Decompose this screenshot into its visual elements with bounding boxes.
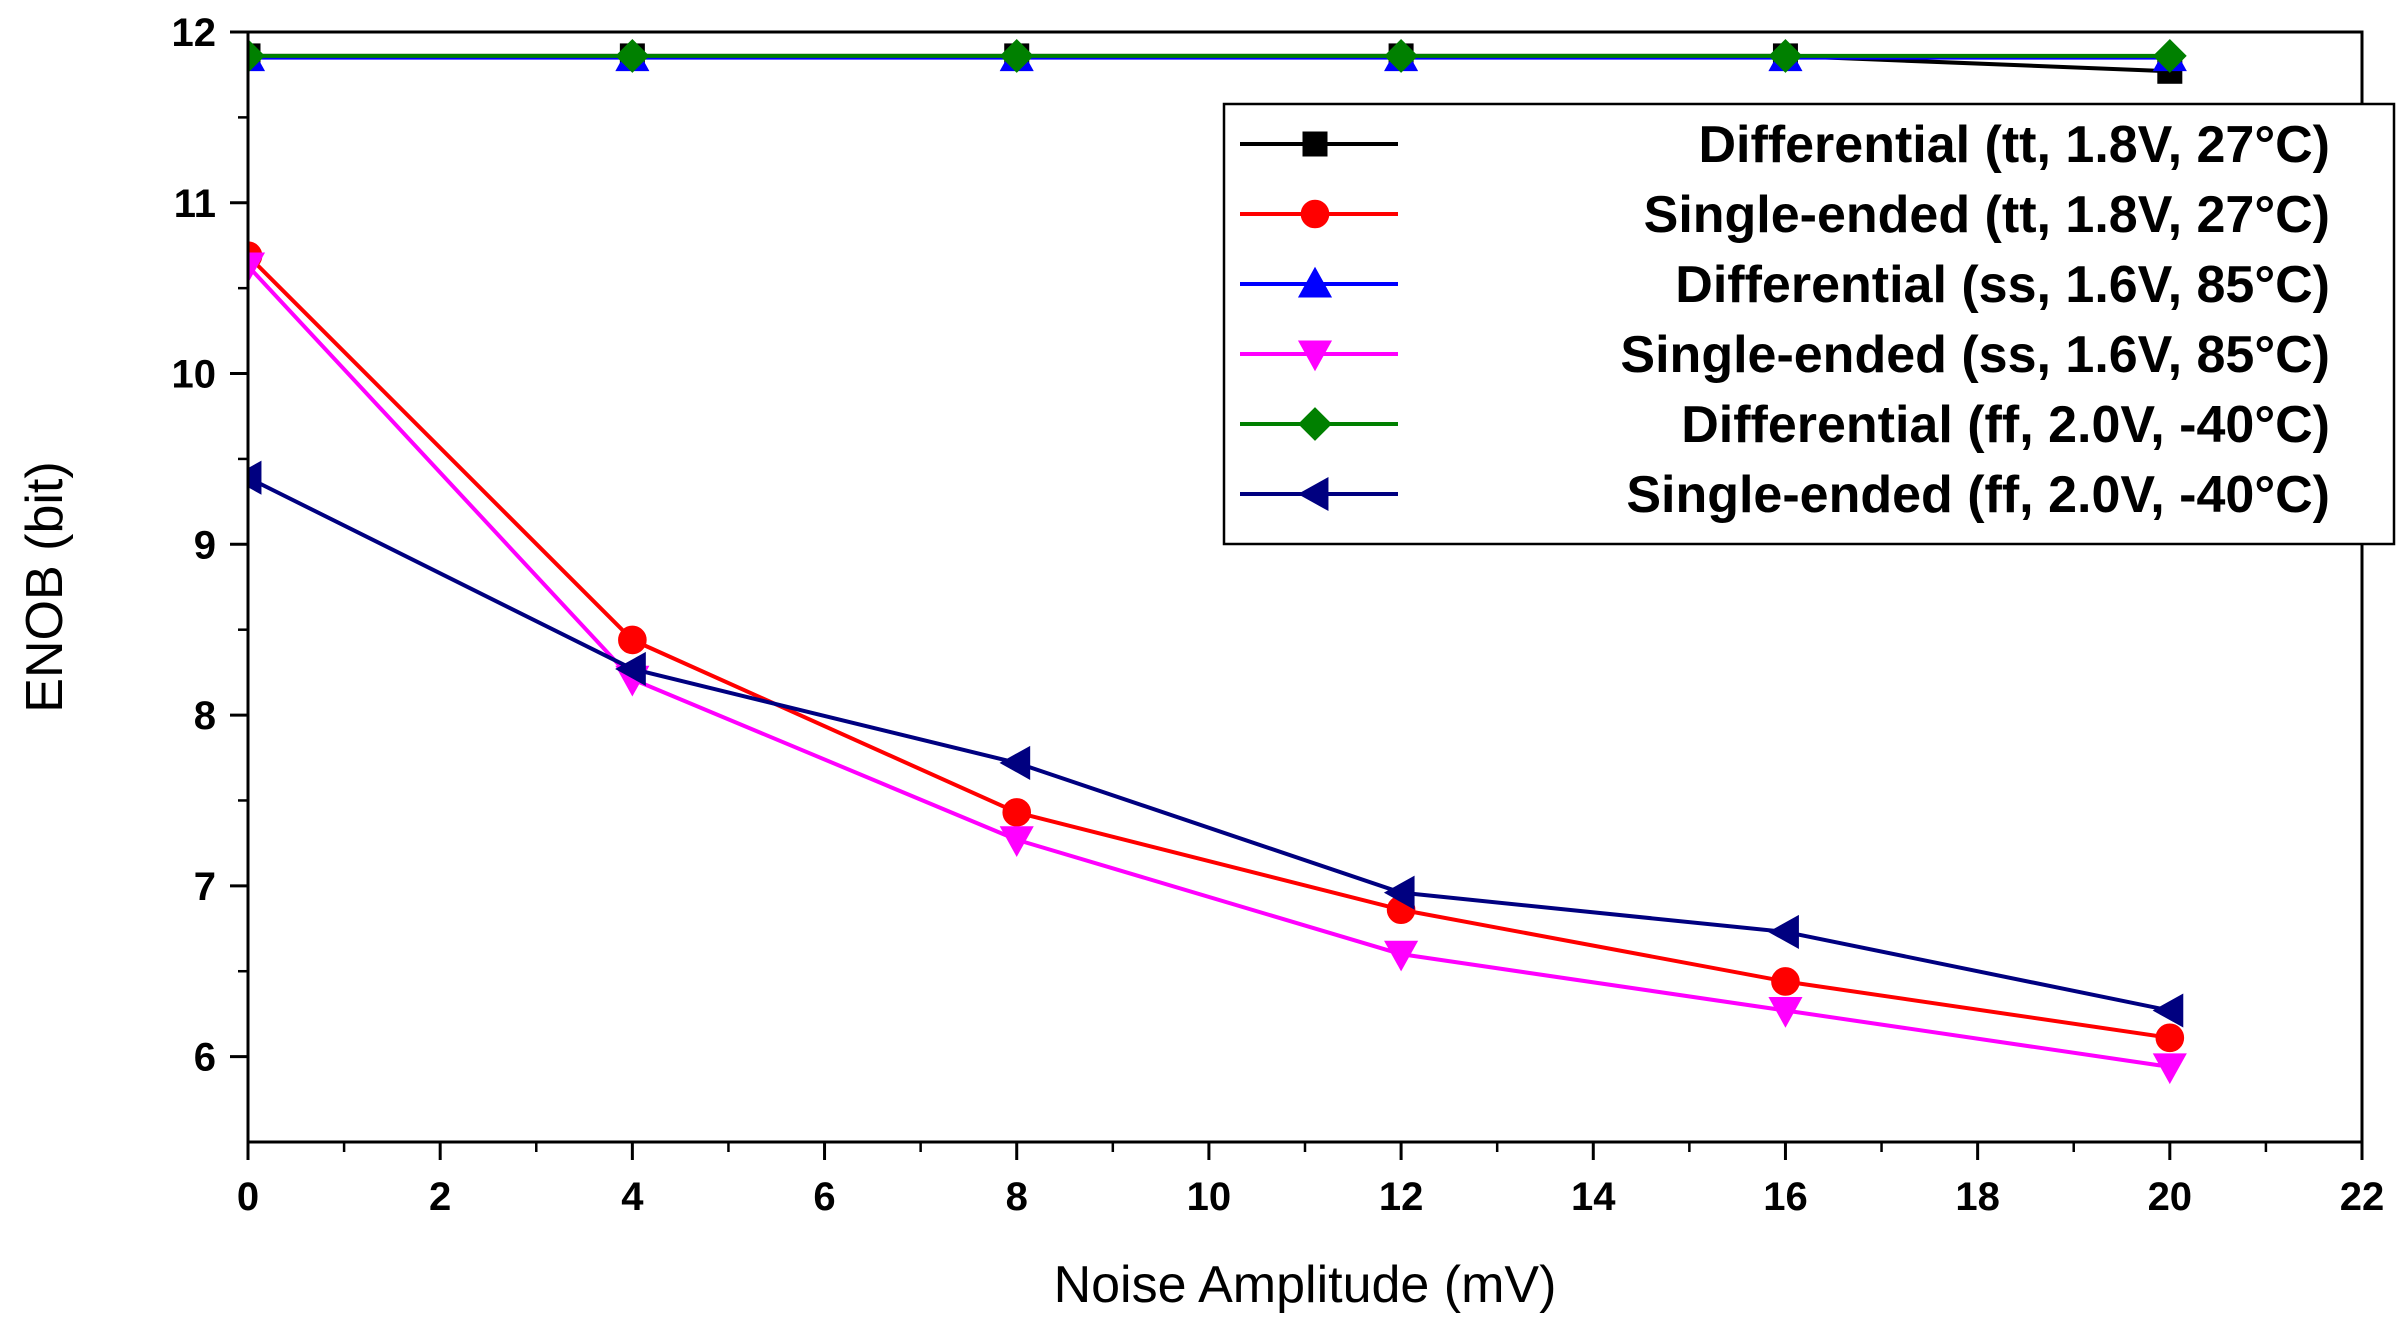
data-point-1-5: [2155, 1023, 2185, 1053]
legend-item-3: Single-ended (ss, 1.6V, 85°C): [1240, 326, 2330, 384]
legend-label-0: Differential (tt, 1.8V, 27°C): [1699, 116, 2331, 174]
data-point-3-4: [1768, 997, 1803, 1028]
x-tick-label-6: 6: [813, 1175, 835, 1219]
legend: Differential (tt, 1.8V, 27°C) Single-ende…: [1222, 102, 2396, 546]
data-point-3-2: [999, 826, 1034, 857]
data-point-3-3: [1384, 940, 1419, 972]
legend-marker-3: [1297, 340, 1333, 372]
legend-marker-4: [1298, 407, 1332, 441]
legend-item-2: Differential (ss, 1.6V, 85°C): [1240, 256, 2330, 314]
y-tick-label-7: 7: [194, 865, 216, 909]
data-point-5-0: [248, 460, 262, 495]
data-point-4-1: [615, 39, 650, 73]
data-point-5-5: [2152, 993, 2184, 1028]
y-tick-label-9: 9: [194, 523, 216, 567]
legend-marker-1: [1300, 199, 1330, 229]
x-tick-label-12: 12: [1379, 1175, 1424, 1219]
x-tick-label-2: 2: [429, 1175, 451, 1219]
x-tick-label-14: 14: [1571, 1175, 1616, 1219]
series-line-1: [248, 254, 2171, 1040]
series-1: [248, 241, 2185, 1053]
data-point-4-3: [1384, 39, 1418, 73]
series-line-5: [248, 475, 2171, 1013]
ticks-layer: 0 2 4 6 8 10 12 14 16 18 20 22 6 7 8 9 10 11 12: [172, 11, 2385, 1219]
data-point-4-0: [248, 39, 265, 73]
y-tick-label-6: 6: [194, 1036, 216, 1080]
legend-item-5: Single-ended (ff, 2.0V, -40°C): [1240, 466, 2330, 524]
data-point-4-2: [999, 39, 1034, 73]
x-tick-label-22: 22: [2340, 1175, 2385, 1219]
x-axis-label: Noise Amplitude (mV): [1054, 1256, 1557, 1314]
legend-item-4: Differential (ff, 2.0V, -40°C): [1240, 396, 2330, 454]
x-tick-label-18: 18: [1955, 1175, 2000, 1219]
y-tick-label-8: 8: [194, 694, 216, 738]
data-point-1-1: [618, 625, 647, 655]
legend-marker-5: [1297, 476, 1329, 512]
legend-label-3: Single-ended (ss, 1.6V, 85°C): [1620, 326, 2330, 384]
series-4: [248, 39, 2187, 73]
legend-label-1: Single-ended (tt, 1.8V, 27°C): [1644, 186, 2330, 244]
legend-item-1: Single-ended (tt, 1.8V, 27°C): [1240, 186, 2330, 244]
series-0: [248, 43, 2183, 84]
legend-marker-2: [1297, 266, 1333, 298]
x-tick-label-8: 8: [1006, 1175, 1028, 1219]
data-point-5-2: [999, 745, 1031, 780]
series-3: [248, 252, 2187, 1085]
y-axis-label: ENOB (bit): [16, 461, 74, 712]
series-line-3: [248, 264, 2171, 1069]
series-5: [248, 460, 2184, 1028]
data-point-4-5: [2152, 39, 2187, 73]
legend-marker-0: [1302, 131, 1328, 157]
y-tick-label-12: 12: [172, 11, 217, 55]
data-point-1-4: [1771, 967, 1800, 996]
x-tick-label-20: 20: [2148, 1175, 2193, 1219]
x-tick-label-16: 16: [1763, 1175, 1808, 1219]
legend-item-0: Differential (tt, 1.8V, 27°C): [1240, 116, 2330, 174]
y-tick-label-10: 10: [172, 353, 217, 397]
legend-label-4: Differential (ff, 2.0V, -40°C): [1681, 396, 2330, 454]
legend-label-2: Differential (ss, 1.6V, 85°C): [1675, 256, 2330, 314]
x-tick-label-10: 10: [1187, 1175, 1232, 1219]
data-point-4-4: [1768, 39, 1803, 73]
y-tick-label-11: 11: [174, 182, 216, 226]
data-point-1-2: [1002, 798, 1032, 827]
legend-box: [1222, 102, 2396, 546]
data-point-3-5: [2152, 1053, 2187, 1085]
data-point-5-4: [1768, 914, 1799, 950]
legend-label-5: Single-ended (ff, 2.0V, -40°C): [1626, 466, 2330, 524]
data-point-5-1: [615, 651, 646, 687]
x-tick-label-4: 4: [621, 1175, 644, 1219]
x-tick-label-0: 0: [237, 1175, 259, 1219]
data-point-5-3: [1383, 875, 1415, 910]
series-layer: [248, 39, 2187, 1085]
